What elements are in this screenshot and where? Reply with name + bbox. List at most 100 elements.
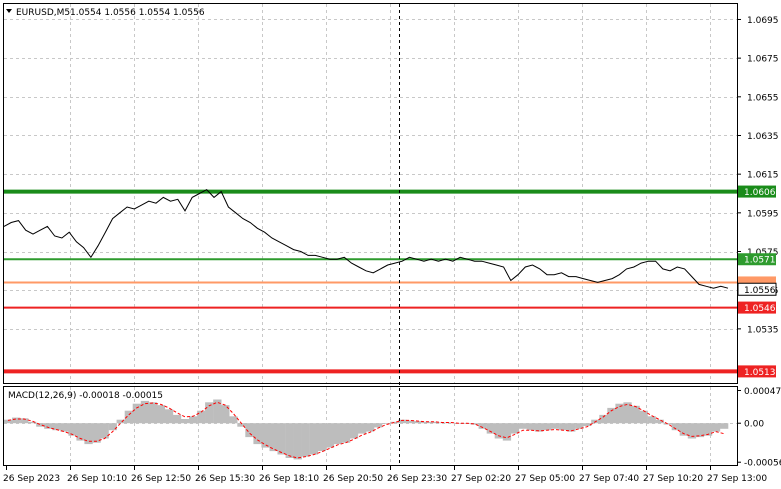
macd-bar — [599, 414, 608, 424]
macd-bar — [486, 423, 495, 434]
y-tick-label: 1.0595 — [747, 209, 779, 219]
macd-bar — [156, 405, 166, 424]
macd-bar — [703, 423, 713, 436]
macd-bar — [526, 423, 536, 431]
macd-bar — [140, 400, 150, 424]
y-tick-label: 1.0535 — [747, 325, 779, 335]
macd-bar — [124, 410, 133, 424]
macd-y-tick-label: 0.00 — [744, 420, 764, 430]
macd-bar — [575, 423, 584, 429]
macd-bar — [655, 419, 664, 424]
x-tick-label: 27 Sep 10:20 — [643, 474, 703, 484]
macd-bar — [518, 423, 528, 429]
macd-histogram — [4, 399, 729, 460]
x-tick-label: 27 Sep 13:00 — [707, 474, 767, 484]
macd-bar — [309, 423, 318, 455]
macd-bar — [358, 423, 367, 434]
macd-bar — [551, 423, 560, 429]
macd-bar — [583, 423, 592, 426]
level-tag-label: 1.0571 — [744, 256, 776, 266]
macd-bar — [229, 416, 238, 424]
macd-bar — [366, 423, 375, 432]
macd-bar — [4, 419, 13, 424]
time-axis[interactable]: 26 Sep 2023 26 Sep 10:10 26 Sep 12:50 26 Se… — [3, 465, 767, 484]
ohlc-label: 1.0554 1.0556 1.0554 1.0556 — [70, 8, 205, 18]
macd-y-tick-label: 0.00047 — [744, 387, 781, 397]
macd-bar — [470, 423, 479, 425]
macd-bar — [406, 420, 415, 424]
x-tick-label: 26 Sep 20:50 — [323, 474, 383, 484]
macd-bar — [720, 423, 729, 429]
current-price-tag — [737, 282, 777, 296]
macd-bar — [382, 423, 391, 424]
level-tag-label: 1.0513 — [744, 368, 776, 378]
macd-bar — [172, 414, 182, 424]
macd-bar — [695, 423, 705, 438]
level-tag — [738, 365, 776, 378]
macd-bar — [446, 422, 455, 424]
y-tick-label: 1.0635 — [747, 132, 779, 142]
macd-bar — [414, 421, 423, 424]
macd-bar — [52, 423, 61, 431]
y-tick-label: 1.0615 — [747, 171, 779, 181]
macd-bar — [430, 421, 439, 424]
level-price-tags: 1.0606 1.0571 1.0546 1.0513 1.0556 — [737, 185, 777, 378]
x-tick-label: 26 Sep 18:10 — [259, 474, 319, 484]
macd-bar — [68, 423, 77, 436]
level-tag — [738, 253, 776, 266]
macd-bar — [116, 419, 125, 424]
macd-bar — [84, 423, 93, 445]
macd-bar — [164, 409, 174, 424]
triangle-down-icon[interactable] — [6, 9, 12, 13]
symbol-label: EURUSD,M5 — [16, 8, 70, 18]
macd-bar — [607, 407, 616, 424]
macd-bar — [245, 423, 254, 438]
macd-bar — [237, 423, 246, 427]
y-tick-label: 1.0675 — [747, 55, 779, 65]
macd-bar — [398, 419, 407, 424]
macd-bar — [12, 417, 21, 424]
macd-bar — [76, 423, 85, 441]
levels-group — [4, 189, 737, 374]
macd-bar — [253, 423, 262, 445]
macd-bar — [205, 402, 214, 424]
x-tick-label: 26 Sep 15:30 — [195, 474, 255, 484]
macd-bar — [189, 416, 198, 424]
macd-bar — [269, 423, 278, 452]
macd-bar — [543, 423, 552, 431]
macd-bar — [711, 423, 721, 432]
macd-bar — [478, 423, 487, 429]
x-tick-label: 26 Sep 10:10 — [67, 474, 127, 484]
macd-bar — [422, 421, 431, 424]
macd-axis[interactable]: 0.00047 0.00 -0.00056 — [737, 387, 781, 469]
macd-bar — [221, 405, 230, 424]
macd-bar — [494, 423, 503, 439]
macd-bar — [510, 423, 520, 434]
macd-bar — [559, 423, 568, 431]
macd-bar — [108, 423, 117, 431]
macd-bar — [374, 423, 383, 428]
level-tag-label: 1.0546 — [744, 304, 776, 314]
x-tick-label: 27 Sep 07:40 — [579, 474, 639, 484]
macd-bar — [502, 423, 512, 441]
macd-bar — [44, 423, 53, 429]
macd-bar — [277, 423, 286, 455]
macd-bar — [132, 403, 141, 424]
macd-bar — [671, 423, 680, 431]
macd-title: MACD(12,26,9) -0.00018 -0.00015 — [8, 391, 163, 401]
y-tick-label: 1.0695 — [747, 16, 779, 26]
y-tick-label: 1.0575 — [747, 248, 779, 258]
macd-bar — [60, 423, 69, 432]
macd-bar — [341, 423, 351, 443]
x-tick-label: 26 Sep 12:50 — [131, 474, 191, 484]
macd-bar — [181, 419, 190, 424]
macd-bar — [615, 403, 624, 424]
macd-bar — [261, 423, 270, 448]
macd-bar — [148, 402, 158, 424]
macd-bar — [28, 421, 37, 424]
macd-bar — [623, 402, 632, 424]
x-tick-label: 27 Sep 05:00 — [515, 474, 575, 484]
level-tag — [738, 185, 776, 198]
